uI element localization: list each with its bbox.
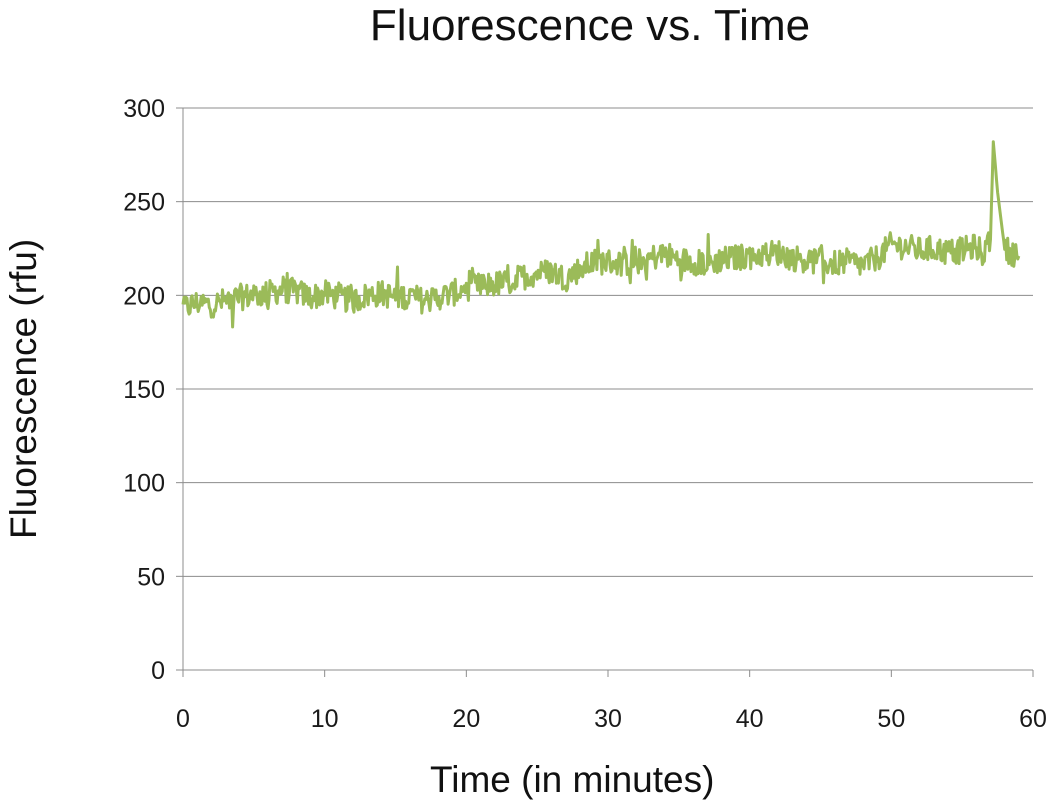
y-tick-label: 50 bbox=[137, 563, 165, 591]
chart-title: Fluorescence vs. Time bbox=[369, 1, 811, 50]
x-tick-label: 10 bbox=[311, 705, 339, 733]
y-tick-label: 150 bbox=[123, 376, 165, 404]
y-tick-label: 0 bbox=[151, 657, 165, 685]
x-tick-label: 50 bbox=[877, 705, 905, 733]
x-tick-label: 40 bbox=[736, 705, 764, 733]
x-tick-label: 20 bbox=[452, 705, 480, 733]
y-axis-label: Fluorescence (rfu) bbox=[3, 238, 44, 539]
y-tick-label: 100 bbox=[123, 470, 165, 498]
x-tick-label: 30 bbox=[594, 705, 622, 733]
y-tick-label: 200 bbox=[123, 282, 165, 310]
x-tick-label: 0 bbox=[176, 705, 190, 733]
y-tick-label: 300 bbox=[123, 95, 165, 123]
x-axis-label: Time (in minutes) bbox=[430, 759, 715, 800]
x-tick-label: 60 bbox=[1019, 705, 1047, 733]
y-tick-label: 250 bbox=[123, 189, 165, 217]
series-line bbox=[181, 140, 1021, 329]
